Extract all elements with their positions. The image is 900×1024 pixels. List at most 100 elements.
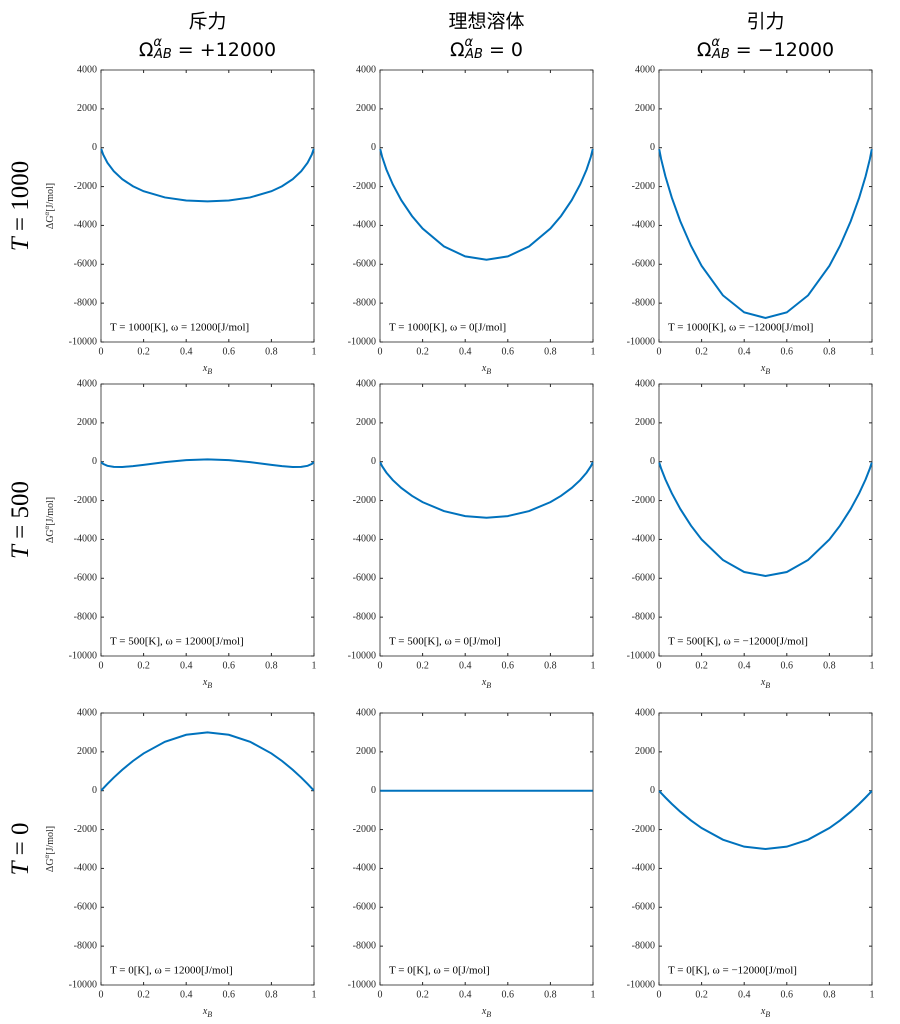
y-tick-label: -8000 xyxy=(632,611,655,622)
y-tick-label: -4000 xyxy=(353,220,376,231)
x-tick-label: 1 xyxy=(312,660,317,671)
y-tick-label: 4000 xyxy=(77,378,97,389)
y-tick-label: 4000 xyxy=(635,64,655,75)
x-axis-label: xB xyxy=(760,1006,770,1019)
x-tick-label: 0 xyxy=(378,660,383,671)
axes-box xyxy=(379,69,594,343)
y-tick-label: -4000 xyxy=(74,534,97,545)
row-label-value: = 500 xyxy=(7,481,34,545)
y-label-unit: [J/mol] xyxy=(45,826,56,855)
column-title: 理想溶体 xyxy=(448,11,524,33)
x-tick-label: 1 xyxy=(591,989,596,1000)
x-axis-label: xB xyxy=(481,677,491,690)
y-tick-label: -4000 xyxy=(632,220,655,231)
x-label-sub: B xyxy=(486,1010,491,1019)
x-tick-label: 0.2 xyxy=(695,346,708,357)
y-tick-label: 2000 xyxy=(77,417,97,428)
y-axis-label: ΔGα[J/mol] xyxy=(43,826,57,872)
y-tick-label: -4000 xyxy=(74,220,97,231)
y-tick-label: -2000 xyxy=(74,495,97,506)
y-tick-label: -2000 xyxy=(632,181,655,192)
y-tick-label: 2000 xyxy=(635,103,655,114)
column-subtitle: Ωα AB = 0 xyxy=(450,35,523,62)
x-tick-label: 0 xyxy=(99,989,104,1000)
y-tick-label: -10000 xyxy=(627,979,655,990)
x-tick-label: 0 xyxy=(99,346,104,357)
subtitle-symbol: Ω xyxy=(139,39,154,61)
x-tick-label: 0.6 xyxy=(223,346,236,357)
x-axis-label: xB xyxy=(760,363,770,376)
x-tick-label: 0.2 xyxy=(137,346,150,357)
y-tick-label: -6000 xyxy=(353,902,376,913)
y-tick-label: -4000 xyxy=(632,863,655,874)
row-label-var: T xyxy=(7,235,34,251)
x-tick-label: 1 xyxy=(870,660,875,671)
subtitle-symbol: Ω xyxy=(450,39,465,61)
y-tick-label: 2000 xyxy=(77,746,97,757)
x-label-main: x xyxy=(202,363,208,374)
y-tick-label: 2000 xyxy=(356,417,376,428)
y-tick-label: -4000 xyxy=(74,863,97,874)
x-tick-label: 0.8 xyxy=(265,346,278,357)
x-axis-label: xB xyxy=(202,677,212,690)
y-tick-label: 4000 xyxy=(77,64,97,75)
x-label-sub: B xyxy=(207,367,212,376)
y-tick-label: -8000 xyxy=(632,940,655,951)
data-line xyxy=(658,149,873,320)
y-tick-label: -2000 xyxy=(353,824,376,835)
x-axis-label: xB xyxy=(481,1006,491,1019)
x-label-main: x xyxy=(760,677,766,688)
axes-box xyxy=(379,383,594,657)
y-label-main: ΔG xyxy=(45,858,56,872)
y-tick-label: 4000 xyxy=(635,707,655,718)
x-label-sub: B xyxy=(486,681,491,690)
x-label-sub: B xyxy=(207,1010,212,1019)
x-tick-label: 0 xyxy=(378,346,383,357)
y-tick-label: 0 xyxy=(650,785,655,796)
data-line xyxy=(100,148,315,203)
y-tick-label: -6000 xyxy=(74,902,97,913)
y-tick-label: -10000 xyxy=(348,336,376,347)
x-tick-label: 0 xyxy=(657,346,662,357)
subtitle-sub: AB xyxy=(711,47,730,62)
row-label: T = 1000 xyxy=(7,161,34,252)
x-label-main: x xyxy=(202,1006,208,1017)
data-line xyxy=(100,458,315,468)
y-tick-label: 0 xyxy=(92,785,97,796)
y-label-unit: [J/mol] xyxy=(45,183,56,212)
subtitle-value: = 0 xyxy=(483,39,523,61)
x-label-main: x xyxy=(481,363,487,374)
x-label-sub: B xyxy=(486,367,491,376)
y-tick-label: -10000 xyxy=(69,650,97,661)
column-title: 引力 xyxy=(746,11,784,33)
x-label-sub: B xyxy=(765,1010,770,1019)
y-tick-label: 2000 xyxy=(77,103,97,114)
y-tick-label: -8000 xyxy=(74,297,97,308)
row-label-value: = 1000 xyxy=(7,161,34,238)
x-axis-label: xB xyxy=(202,1006,212,1019)
y-tick-label: 4000 xyxy=(77,707,97,718)
y-tick-label: -6000 xyxy=(74,259,97,270)
y-tick-label: -2000 xyxy=(74,181,97,192)
y-tick-label: 2000 xyxy=(356,746,376,757)
x-tick-label: 1 xyxy=(870,346,875,357)
y-tick-label: 2000 xyxy=(635,417,655,428)
x-tick-label: 0.4 xyxy=(738,346,751,357)
x-label-main: x xyxy=(760,1006,766,1017)
x-tick-label: 0.6 xyxy=(502,989,515,1000)
y-tick-label: -8000 xyxy=(353,297,376,308)
row-label: T = 0 xyxy=(7,822,34,875)
y-tick-label: 0 xyxy=(371,785,376,796)
y-tick-label: -2000 xyxy=(632,495,655,506)
annotation: T = 500[K], ω = −12000[J/mol] xyxy=(668,636,808,648)
column-subtitle: Ωα AB = −12000 xyxy=(697,35,834,62)
x-tick-label: 0.4 xyxy=(459,346,472,357)
subtitle-value: = −12000 xyxy=(730,39,834,61)
subtitle-sub: AB xyxy=(153,47,172,62)
axes-box xyxy=(100,383,315,657)
y-tick-label: 4000 xyxy=(356,707,376,718)
x-label-main: x xyxy=(760,363,766,374)
x-tick-label: 0.6 xyxy=(781,346,794,357)
y-label-main: ΔG xyxy=(45,215,56,229)
x-tick-label: 0.6 xyxy=(781,660,794,671)
